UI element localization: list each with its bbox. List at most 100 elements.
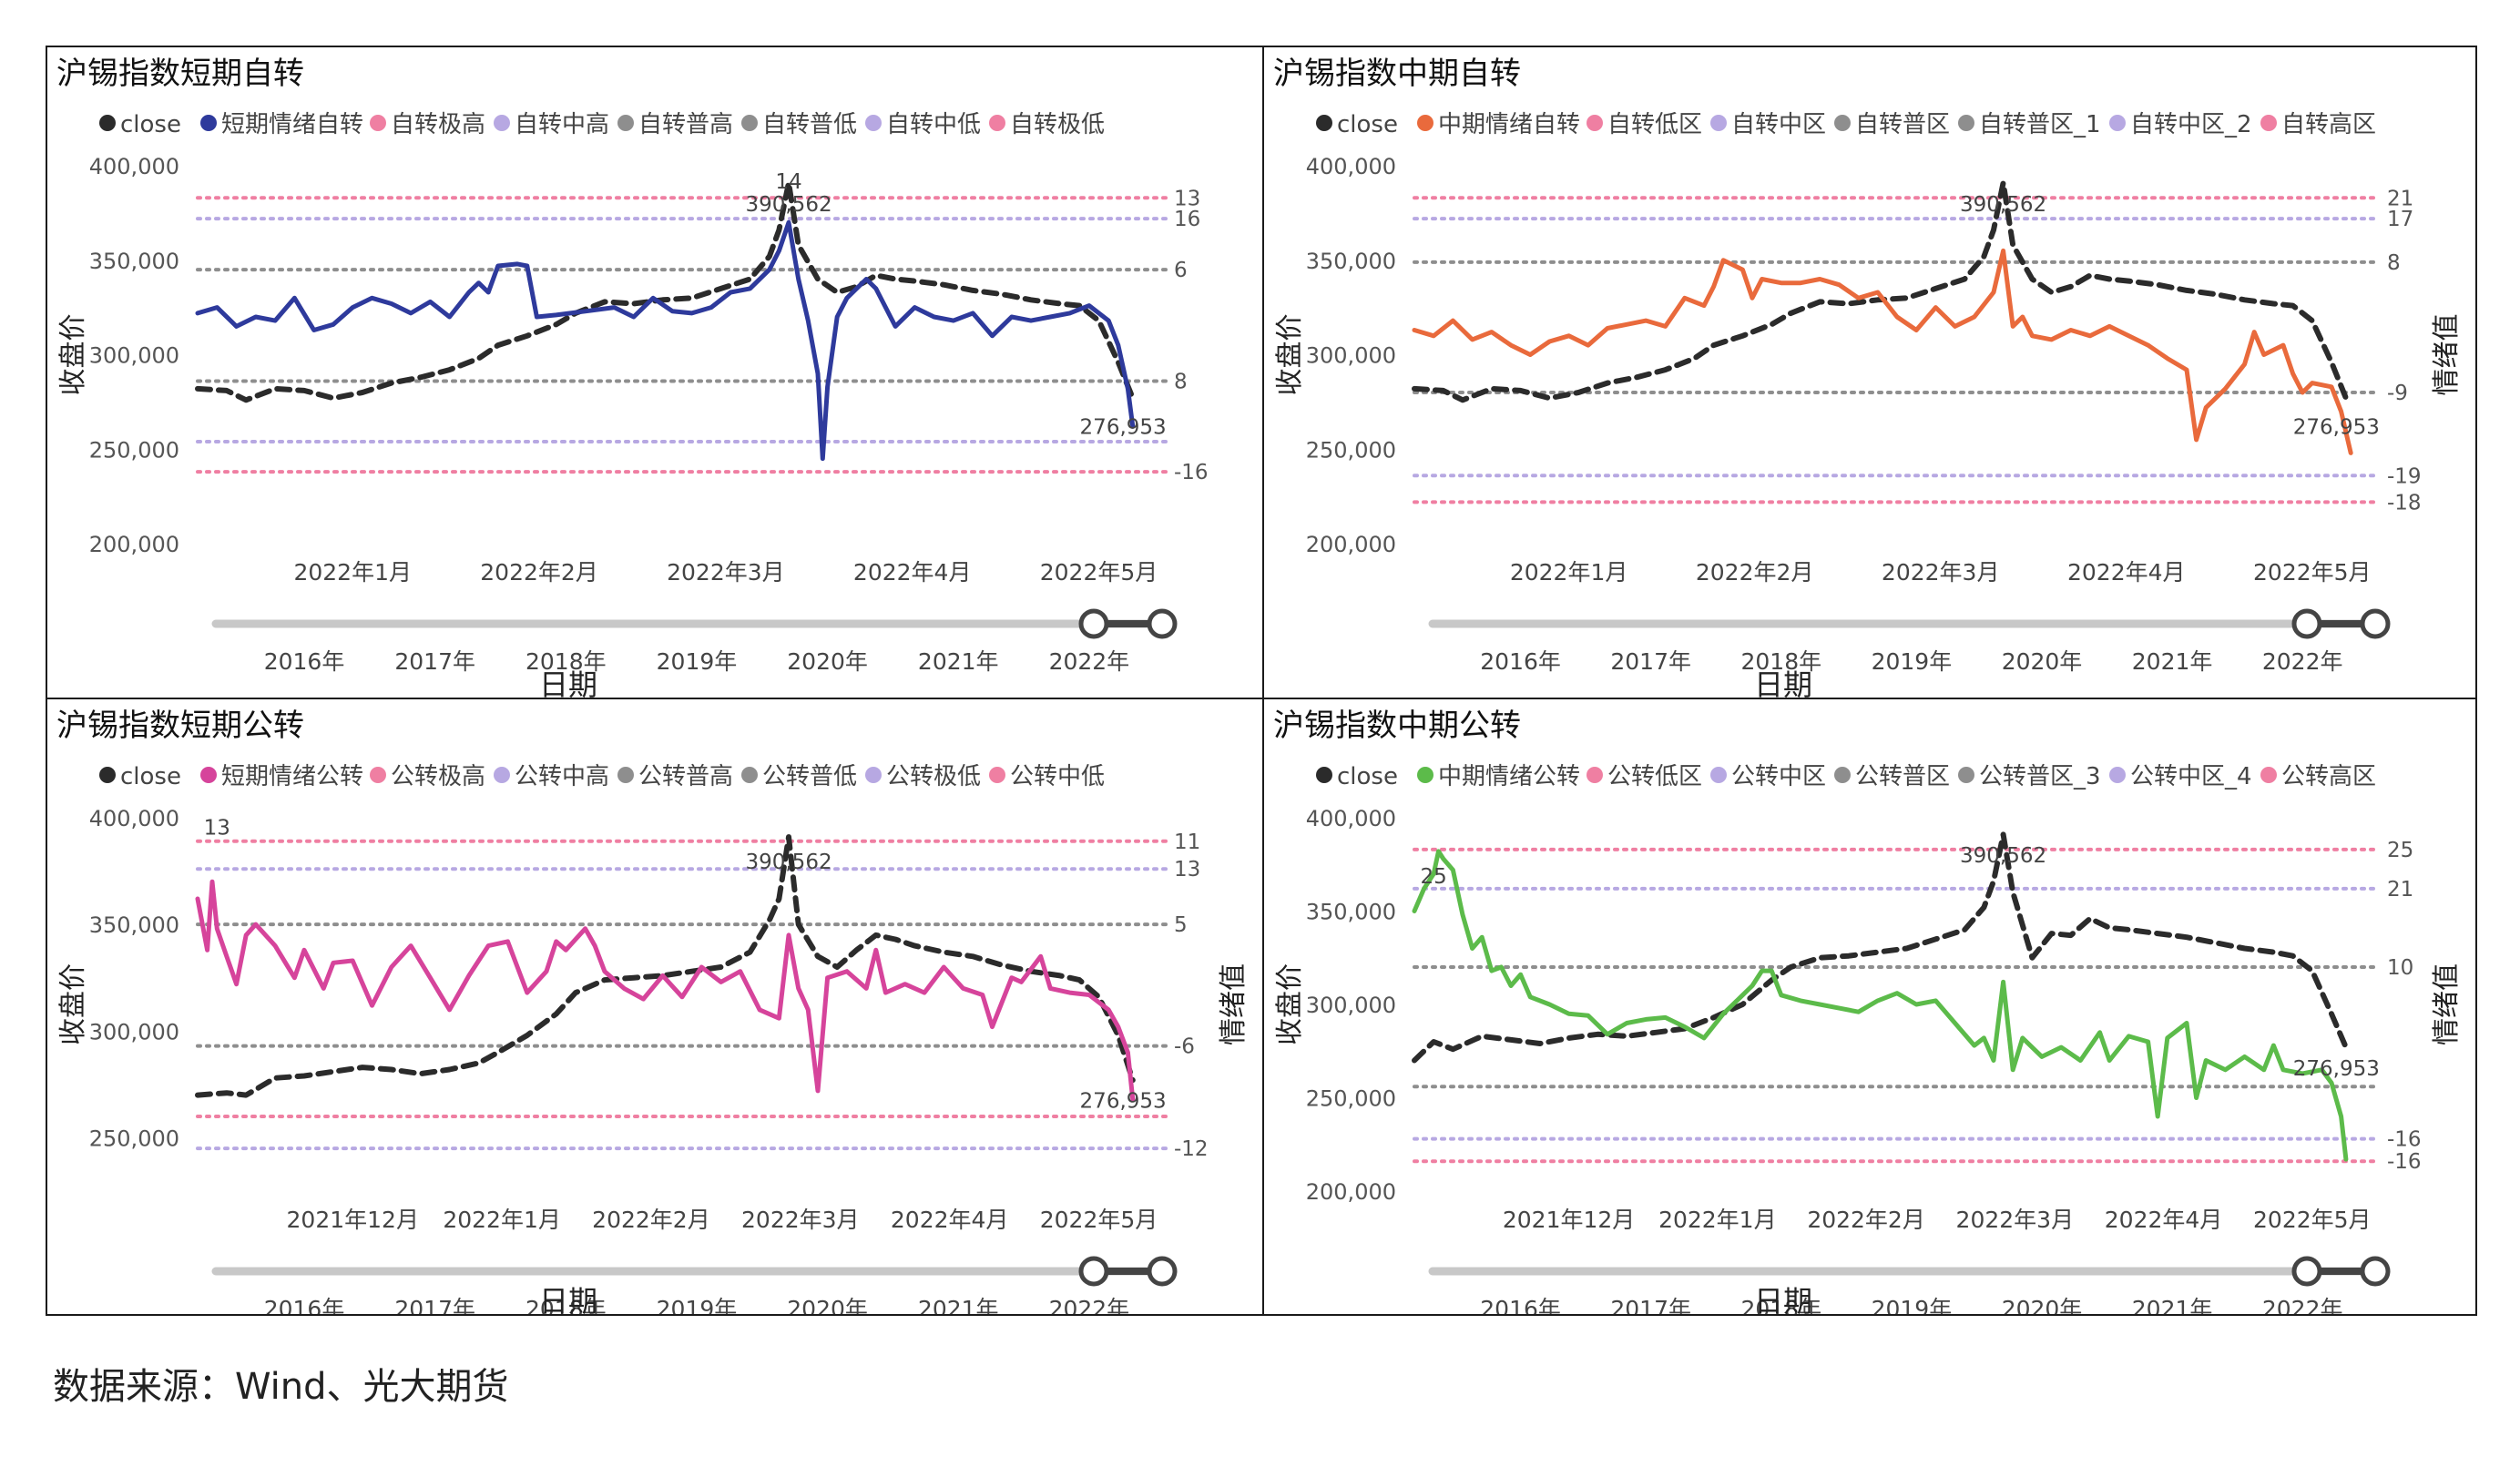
legend-item[interactable]: 公转中区_4 (2109, 763, 2252, 790)
legend-label: 中期情绪自转 (1438, 111, 1580, 138)
legend-label: 公转低区 (1607, 763, 1702, 790)
legend-item[interactable]: 公转低区 (1586, 763, 1702, 790)
legend-item[interactable]: 公转高区 (2260, 763, 2376, 790)
x-tick-label: 2022年3月 (741, 1207, 860, 1233)
legend-marker (494, 767, 510, 783)
y2-axis-label: 情绪值 (2431, 314, 2463, 396)
legend-item[interactable]: 公转极高 (370, 763, 485, 790)
legend-marker (865, 115, 882, 131)
data-annotation: 390,562 (745, 193, 831, 217)
legend-marker (865, 767, 882, 783)
legend-marker (617, 115, 634, 131)
legend-item[interactable]: 自转低区 (1586, 111, 1702, 138)
series-line (1412, 849, 2349, 1162)
reference-label: 16 (1174, 208, 1200, 231)
range-slider-handle-start[interactable] (2291, 1256, 2322, 1287)
legend-item[interactable]: 自转高区 (2260, 111, 2376, 138)
legend-item[interactable]: close (99, 763, 181, 790)
legend-item[interactable]: 自转普高 (617, 111, 733, 138)
legend-item[interactable]: 中期情绪公转 (1417, 763, 1580, 790)
legend-item[interactable]: 自转普低 (741, 111, 857, 138)
x-tick-label: 2022年4月 (891, 1207, 1009, 1233)
reference-label: 8 (1174, 371, 1188, 394)
legend-label: 自转中区 (1731, 111, 1826, 138)
legend-marker (370, 767, 386, 783)
legend-item[interactable]: 公转普区 (1834, 763, 1950, 790)
slider-year-label: 2019年 (657, 648, 738, 675)
slider-year-label: 2016年 (1480, 1296, 1561, 1314)
legend-marker (1417, 115, 1433, 131)
legend-item[interactable]: 自转普区 (1834, 111, 1950, 138)
x-tick-label: 2022年2月 (1807, 1207, 1925, 1233)
legend-label: 公转普区 (1855, 763, 1950, 790)
panel-short-revolution: 沪锡指数短期公转 close 短期情绪公转 公转极高 公转中高 公转普高 公转普低 公转极低 公… (46, 698, 1264, 1316)
legend-item[interactable]: 自转中区 (1710, 111, 1826, 138)
reference-label: 21 (2387, 187, 2413, 210)
legend-item[interactable]: 公转中低 (989, 763, 1105, 790)
legend-marker (2109, 767, 2126, 783)
slider-year-label: 2020年 (787, 1296, 868, 1314)
range-slider-handle-start[interactable] (1078, 608, 1109, 639)
legend-item[interactable]: 自转中区_2 (2109, 111, 2252, 138)
x-tick-label: 2022年5月 (1040, 1207, 1158, 1233)
y-tick-label: 400,000 (1306, 806, 1396, 831)
legend-item[interactable]: 公转普低 (741, 763, 857, 790)
legend-item[interactable]: 公转极低 (865, 763, 981, 790)
panel-mid-revolution: 沪锡指数中期公转 close 中期情绪公转 公转低区 公转中区 公转普区 公转普区_3 公转中… (1262, 698, 2477, 1316)
legend-marker (741, 767, 758, 783)
reference-label: -16 (2387, 1128, 2422, 1152)
legend-marker (1710, 115, 1727, 131)
legend-item[interactable]: 自转中高 (494, 111, 609, 138)
legend-marker (200, 115, 217, 131)
slider-year-label: 2022年 (1049, 648, 1130, 675)
chart-svg: 沪锡指数中期自转 close 中期情绪自转 自转低区 自转中区 自转普区 自转普区_1 自转中… (1273, 56, 2463, 698)
legend-label: 公转中低 (1010, 763, 1105, 790)
legend-marker (1958, 767, 1974, 783)
legend-item[interactable]: 公转中高 (494, 763, 609, 790)
legend-item[interactable]: 自转极高 (370, 111, 485, 138)
legend-item[interactable]: close (1316, 763, 1398, 790)
slider-year-label: 2019年 (1872, 1296, 1953, 1314)
legend-marker (989, 767, 1005, 783)
legend-label: 公转普区_3 (1979, 763, 2101, 790)
legend-label: 中期情绪公转 (1438, 763, 1580, 790)
legend-marker (1316, 115, 1332, 131)
range-slider-handle-end[interactable] (2360, 608, 2391, 639)
legend-label: 公转中高 (515, 763, 609, 790)
x-axis-label: 日期 (539, 667, 597, 698)
slider-year-label: 2017年 (1610, 648, 1691, 675)
range-slider-handle-end[interactable] (1147, 608, 1178, 639)
data-annotation: 276,953 (2293, 1057, 2380, 1081)
legend-item[interactable]: 自转极低 (989, 111, 1105, 138)
legend-item[interactable]: 自转中低 (865, 111, 981, 138)
slider-year-label: 2020年 (2002, 1296, 2083, 1314)
legend-marker (2260, 767, 2277, 783)
legend-item[interactable]: 公转中区 (1710, 763, 1826, 790)
data-annotation: 276,953 (1080, 416, 1167, 440)
slider-year-label: 2020年 (787, 648, 868, 675)
legend-label: 自转中高 (515, 111, 609, 138)
legend-item[interactable]: 公转普区_3 (1958, 763, 2101, 790)
legend-item[interactable]: 中期情绪自转 (1417, 111, 1580, 138)
legend-item[interactable]: 自转普区_1 (1958, 111, 2101, 138)
chart-svg: 沪锡指数中期公转 close 中期情绪公转 公转低区 公转中区 公转普区 公转普区_3 公转中… (1273, 708, 2463, 1314)
legend-item[interactable]: close (99, 111, 181, 138)
x-tick-label: 2022年1月 (443, 1207, 561, 1233)
range-slider-handle-start[interactable] (2291, 608, 2322, 639)
range-slider-handle-end[interactable] (1147, 1256, 1178, 1287)
reference-label: -12 (1174, 1137, 1209, 1161)
y-tick-label: 400,000 (1306, 154, 1396, 179)
legend-item[interactable]: 短期情绪公转 (200, 763, 363, 790)
x-tick-label: 2022年4月 (2067, 559, 2186, 586)
legend-item[interactable]: 短期情绪自转 (200, 111, 363, 138)
legend-item[interactable]: close (1316, 111, 1398, 138)
slider-year-label: 2021年 (918, 648, 999, 675)
chart-title: 沪锡指数短期自转 (56, 56, 304, 92)
range-slider-handle-start[interactable] (1078, 1256, 1109, 1287)
chart-svg: 沪锡指数短期公转 close 短期情绪公转 公转极高 公转中高 公转普高 公转普低 公转极低 公… (56, 708, 1250, 1314)
reference-label: 25 (2387, 839, 2413, 862)
reference-label: 6 (1174, 259, 1188, 282)
legend-item[interactable]: 公转普高 (617, 763, 733, 790)
range-slider-handle-end[interactable] (2360, 1256, 2391, 1287)
legend-label: 短期情绪自转 (221, 111, 363, 138)
